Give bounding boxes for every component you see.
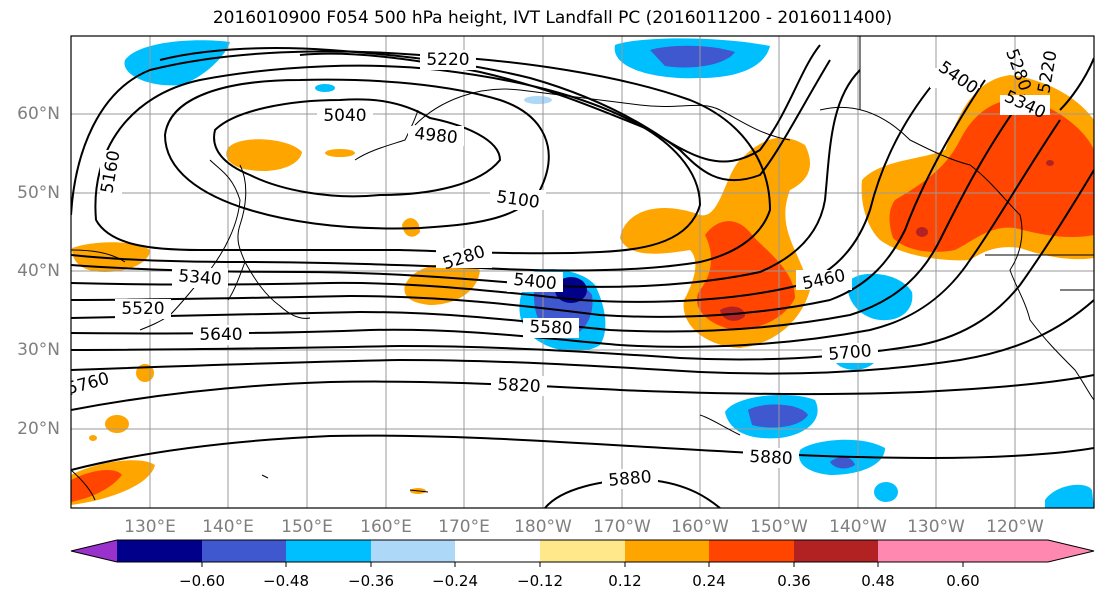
map-title: 2016010900 F054 500 hPa height, IVT Land… (212, 8, 893, 28)
contour-label: 5820 (497, 375, 541, 397)
colorbar-tick-label: 0.60 (946, 572, 979, 590)
contour-label: 4980 (413, 124, 458, 148)
colorbar-swatch (709, 540, 794, 562)
lat-label: 20°N (17, 419, 60, 439)
colorbar-tick-label: 0.36 (777, 572, 810, 590)
colorbar-tick-label: 0.48 (861, 572, 894, 590)
colorbar-outline (70, 539, 1095, 563)
lon-label: 170°E (438, 517, 490, 537)
colorbar-extend-low (71, 540, 117, 562)
lat-label: 40°N (17, 261, 60, 281)
colorbar-tick-label: −0.24 (432, 572, 478, 590)
colorbar-tick-label: 0.24 (692, 572, 725, 590)
colorbar-swatch (455, 540, 540, 562)
lat-label: 60°N (17, 104, 60, 124)
lon-label: 130°E (124, 517, 176, 537)
contour-label: 5880 (749, 447, 793, 469)
contour-label: 5580 (529, 317, 573, 339)
lat-label: 30°N (17, 340, 60, 360)
colorbar-extend-high (963, 540, 1094, 562)
map-frame (70, 35, 1095, 509)
colorbar-swatch (794, 540, 878, 562)
lon-label: 150°W (750, 517, 808, 537)
colorbar-tick-label: −0.48 (263, 572, 309, 590)
lon-label: 170°W (593, 517, 651, 537)
contour-label: 5220 (426, 50, 469, 70)
colorbar-tick-label: −0.36 (348, 572, 394, 590)
contour-label: 5400 (512, 270, 557, 294)
colorbar: −0.60 −0.48 −0.36 −0.24 −0.12 0.12 0.24 … (70, 539, 1095, 590)
contour-label: 5520 (121, 299, 164, 319)
colorbar-swatch (878, 540, 963, 562)
lon-label: 150°E (281, 517, 333, 537)
colorbar-tick-label: −0.12 (517, 572, 563, 590)
lon-label: 160°W (671, 517, 729, 537)
lon-label: 140°E (202, 517, 254, 537)
contour-label: 5040 (323, 106, 366, 126)
contour-label: 5340 (178, 266, 223, 290)
colorbar-swatch (202, 540, 286, 562)
colorbar-swatch (371, 540, 455, 562)
lat-label: 50°N (17, 183, 60, 203)
contour-label: 5640 (199, 325, 242, 345)
colorbar-ticks (201, 562, 964, 567)
lon-label: 180°W (514, 517, 572, 537)
colorbar-tick-label: 0.12 (608, 572, 641, 590)
lon-labels: 130°E 140°E 150°E 160°E 170°E 180°W 170°… (124, 517, 1044, 537)
lon-label: 160°E (360, 517, 412, 537)
contour-label: 5880 (608, 467, 653, 491)
colorbar-swatch (117, 540, 202, 562)
lat-labels: 60°N 50°N 40°N 30°N 20°N (17, 104, 60, 439)
colorbar-tick-label: −0.60 (179, 572, 225, 590)
colorbar-labels: −0.60 −0.48 −0.36 −0.24 −0.12 0.12 0.24 … (179, 572, 980, 590)
lon-label: 130°W (907, 517, 965, 537)
colorbar-swatch (286, 540, 371, 562)
height-contours (71, 44, 1094, 508)
lon-label: 120°W (986, 517, 1044, 537)
colorbar-swatch (540, 540, 625, 562)
colorbar-swatch (625, 540, 709, 562)
lon-label: 140°W (829, 517, 887, 537)
contour-label: 5700 (828, 341, 873, 365)
